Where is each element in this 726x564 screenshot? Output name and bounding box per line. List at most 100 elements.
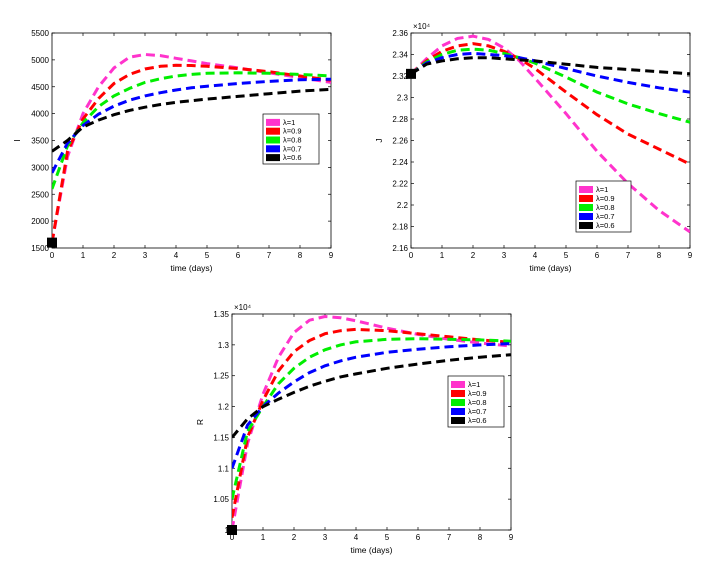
series-line bbox=[232, 314, 511, 530]
legend-label: λ=0.7 bbox=[596, 212, 615, 221]
x-tick-label: 4 bbox=[533, 251, 538, 260]
x-tick-label: 2 bbox=[292, 533, 297, 542]
legend-swatch bbox=[266, 154, 280, 162]
series-group bbox=[411, 34, 690, 234]
y-tick-label: 2.34 bbox=[392, 51, 408, 60]
y-tick-label: 4500 bbox=[31, 83, 49, 92]
x-tick-label: 5 bbox=[205, 251, 210, 260]
legend-swatch bbox=[266, 136, 280, 144]
legend-swatch bbox=[579, 213, 593, 220]
y-tick-label: 2.3 bbox=[397, 94, 409, 103]
series-line bbox=[411, 47, 690, 124]
legend-label: λ=0.9 bbox=[283, 127, 302, 136]
x-tick-label: 6 bbox=[236, 251, 241, 260]
start-marker bbox=[47, 237, 57, 248]
legend-label: λ=0.8 bbox=[283, 136, 302, 145]
legend: λ=1λ=0.9λ=0.8λ=0.7λ=0.6 bbox=[262, 113, 320, 165]
y-tick-label: 3000 bbox=[31, 163, 49, 172]
chart-I: 0 1 2 3 4 5 6 7 8 9 1500 2000 2500 3000 3500 4000 4500 50… bbox=[12, 29, 334, 273]
series-line bbox=[411, 42, 690, 166]
x-tick-label: 9 bbox=[688, 251, 693, 260]
x-tick-label: 6 bbox=[416, 533, 421, 542]
y-tick-label: 3500 bbox=[31, 137, 49, 146]
series-line bbox=[232, 327, 511, 518]
x-tick-label: 3 bbox=[323, 533, 328, 542]
legend-label: λ=0.6 bbox=[283, 153, 302, 162]
y-tick-label: 2.18 bbox=[392, 223, 408, 232]
legend: λ=1λ=0.9λ=0.8λ=0.7λ=0.6 bbox=[575, 180, 632, 233]
y-tick-label: 1.05 bbox=[213, 495, 229, 504]
x-tick-label: 5 bbox=[564, 251, 569, 260]
x-axis-label: time (days) bbox=[350, 545, 392, 555]
y-tick-label: 2.26 bbox=[392, 137, 408, 146]
x-tick-label: 1 bbox=[440, 251, 445, 260]
y-tick-label: 1500 bbox=[31, 244, 49, 253]
legend-label: λ=0.6 bbox=[468, 416, 487, 425]
x-tick-label: 6 bbox=[595, 251, 600, 260]
legend-label: λ=0.8 bbox=[468, 398, 487, 407]
legend-label: λ=0.9 bbox=[468, 389, 487, 398]
legend: λ=1λ=0.9λ=0.8λ=0.7λ=0.6 bbox=[447, 375, 505, 428]
y-tick-label: 2.28 bbox=[392, 115, 408, 124]
y-axis-label: J bbox=[374, 138, 384, 142]
legend-label: λ=0.6 bbox=[596, 221, 615, 230]
legend-swatch bbox=[266, 145, 280, 153]
x-tick-label: 4 bbox=[354, 533, 359, 542]
x-tick-label: 3 bbox=[502, 251, 507, 260]
series-group bbox=[52, 52, 331, 243]
y-tick-label: 2.32 bbox=[392, 72, 408, 81]
y-tick-label: 2000 bbox=[31, 217, 49, 226]
legend-swatch bbox=[579, 222, 593, 229]
legend-label: λ=0.7 bbox=[283, 144, 302, 153]
legend-label: λ=0.7 bbox=[468, 407, 487, 416]
x-tick-label: 8 bbox=[657, 251, 662, 260]
series-line bbox=[411, 34, 690, 234]
legend-swatch bbox=[451, 399, 465, 406]
y-tick-label: 5000 bbox=[31, 56, 49, 65]
x-tick-label: 7 bbox=[626, 251, 631, 260]
plot-frame bbox=[231, 313, 512, 531]
series-line bbox=[232, 353, 511, 439]
y-tick-label: 2.24 bbox=[392, 158, 408, 167]
x-tick-label: 8 bbox=[298, 251, 303, 260]
y-tick-label: 2.2 bbox=[397, 201, 409, 210]
x-tick-label: 2 bbox=[471, 251, 476, 260]
y-tick-label: 1.3 bbox=[218, 341, 230, 350]
x-tick-label: 0 bbox=[50, 251, 55, 260]
x-tick-label: 1 bbox=[261, 533, 266, 542]
y-axis-exponent: ×10⁴ bbox=[413, 22, 431, 31]
x-tick-label: 0 bbox=[409, 251, 414, 260]
x-tick-label: 2 bbox=[112, 251, 117, 260]
legend-swatch bbox=[451, 408, 465, 415]
x-axis-label: time (days) bbox=[529, 263, 571, 273]
series-line bbox=[52, 77, 331, 174]
legend-label: λ=1 bbox=[468, 380, 480, 389]
y-axis-label: R bbox=[195, 419, 205, 425]
x-tick-label: 7 bbox=[267, 251, 272, 260]
start-marker bbox=[227, 525, 237, 535]
y-tick-label: 5500 bbox=[31, 29, 49, 38]
legend-label: λ=0.9 bbox=[596, 194, 615, 203]
legend-swatch bbox=[579, 186, 593, 193]
chart-J: 0 1 2 3 4 5 6 7 8 9 2.16 2.18 2.2 2.22 2.24 2.26 2.28 2.3… bbox=[374, 22, 693, 273]
y-tick-label: 1.2 bbox=[218, 403, 230, 412]
x-tick-label: 5 bbox=[385, 533, 390, 542]
y-tick-label: 1.1 bbox=[218, 464, 230, 473]
y-tick-label: 2500 bbox=[31, 190, 49, 199]
x-tick-label: 7 bbox=[447, 533, 452, 542]
x-tick-label: 4 bbox=[174, 251, 179, 260]
x-tick-label: 1 bbox=[81, 251, 86, 260]
legend-swatch bbox=[579, 195, 593, 202]
y-axis-label: I bbox=[12, 139, 22, 141]
series-line bbox=[52, 87, 331, 153]
series-line bbox=[52, 63, 331, 243]
legend-label: λ=1 bbox=[283, 118, 295, 127]
x-tick-label: 3 bbox=[143, 251, 148, 260]
y-tick-label: 2.16 bbox=[392, 244, 408, 253]
y-tick-label: 4000 bbox=[31, 110, 49, 119]
legend-swatch bbox=[579, 204, 593, 211]
y-axis-exponent: ×10⁴ bbox=[234, 303, 252, 312]
series-line bbox=[411, 56, 690, 76]
legend-swatch bbox=[451, 381, 465, 388]
